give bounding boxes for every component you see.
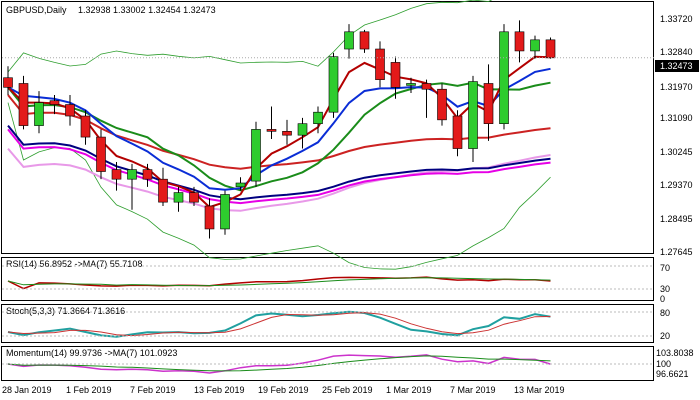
- date-tick: 25 Feb 2019: [322, 385, 373, 395]
- stoch-label: Stoch(5,3,3) 71.3664 71.3616: [6, 306, 125, 316]
- candle-body: [483, 83, 494, 124]
- candle-body: [127, 169, 137, 180]
- bollinger-upper-line: [7, 0, 493, 73]
- candle-body: [235, 182, 246, 188]
- rsi-line: [7, 276, 551, 290]
- candle-body: [328, 56, 339, 113]
- candles: [3, 20, 556, 239]
- rsi-panel-border: [1, 257, 654, 301]
- candle-body: [96, 136, 106, 172]
- candle-body: [390, 62, 401, 88]
- candle-body: [375, 48, 385, 80]
- candle-body: [111, 169, 122, 180]
- rsi-tick: 30: [660, 284, 670, 294]
- candle-body: [468, 81, 478, 149]
- current-price-value: 1.32473: [660, 61, 693, 71]
- price-tick: 1.27645: [660, 247, 693, 257]
- candle-body: [3, 77, 13, 88]
- rsi-ma-line: [7, 277, 551, 287]
- candle-body: [344, 31, 354, 50]
- stoch-signal-line: [7, 312, 551, 337]
- price-tick: 1.31090: [660, 113, 693, 123]
- candle-body: [545, 39, 556, 59]
- momentum-panel-border: [1, 346, 654, 381]
- candle-body: [499, 31, 509, 124]
- candle-body: [514, 31, 525, 52]
- price-tick: 1.31970: [660, 82, 693, 92]
- candle-body: [173, 192, 184, 203]
- candle-body: [406, 83, 416, 86]
- momentum-tick: 100: [656, 359, 671, 369]
- stoch-main-line: [7, 310, 551, 338]
- candle-body: [49, 100, 60, 105]
- oscillator-lines: [7, 276, 551, 374]
- candle-body: [530, 39, 540, 52]
- candle-body: [359, 31, 370, 50]
- ohlc-label: 1.32938 1.33002 1.32454 1.32473: [78, 5, 216, 15]
- candle-body: [34, 102, 44, 126]
- candle-body: [220, 194, 230, 230]
- candle-body: [421, 83, 432, 90]
- price-tick: 1.28495: [660, 214, 693, 224]
- candle-body: [266, 129, 277, 132]
- candle-body: [452, 115, 463, 149]
- candle-body: [65, 104, 75, 117]
- main-panel-border: [1, 1, 654, 254]
- date-tick: 13 Feb 2019: [194, 385, 245, 395]
- symbol-label: GBPUSD,Daily: [6, 5, 67, 15]
- candle-body: [204, 205, 215, 230]
- candle-body: [282, 131, 292, 136]
- stoch-panel-border: [1, 304, 654, 343]
- momentum-line: [7, 354, 551, 374]
- date-tick: 19 Feb 2019: [258, 385, 309, 395]
- momentum-tick: 103.8038: [656, 348, 694, 358]
- date-tick: 7 Feb 2019: [130, 385, 176, 395]
- ma-green-line: [7, 81, 551, 192]
- momentum-ma-line: [7, 355, 551, 372]
- candle-body: [18, 83, 29, 126]
- momentum-tick: 96.6621: [656, 369, 689, 379]
- stoch-tick: 80: [660, 308, 670, 318]
- price-tick: 1.32840: [660, 47, 693, 57]
- price-tick: 1.33720: [660, 14, 693, 24]
- ma-blue-line: [7, 67, 551, 191]
- date-tick: 1 Feb 2019: [66, 385, 112, 395]
- date-tick: 1 Mar 2019: [386, 385, 432, 395]
- candle-body: [313, 111, 323, 124]
- date-tick: 7 Mar 2019: [450, 385, 496, 395]
- rsi-label: RSI(14) 56.8952 ->MA(7) 55.7108: [6, 259, 142, 269]
- candle-body: [142, 169, 153, 180]
- candle-body: [189, 192, 199, 203]
- momentum-label: Momentum(14) 99.9736 ->MA(7) 101.0923: [6, 348, 177, 358]
- rsi-tick: 70: [660, 263, 670, 273]
- candle-body: [80, 115, 91, 138]
- price-tick: 1.30245: [660, 147, 693, 157]
- candle-body: [251, 129, 261, 182]
- date-tick: 13 Mar 2019: [514, 385, 565, 395]
- stoch-tick: 20: [660, 331, 670, 341]
- current-price-tag: [655, 60, 699, 72]
- date-tick: 28 Jan 2019: [2, 385, 52, 395]
- bollinger-lower-line: [7, 102, 551, 270]
- candle-body: [437, 88, 447, 121]
- candle-body: [158, 178, 168, 203]
- price-tick: 1.29370: [660, 180, 693, 190]
- rsi-tick: 0: [660, 294, 665, 304]
- candle-body: [297, 123, 308, 136]
